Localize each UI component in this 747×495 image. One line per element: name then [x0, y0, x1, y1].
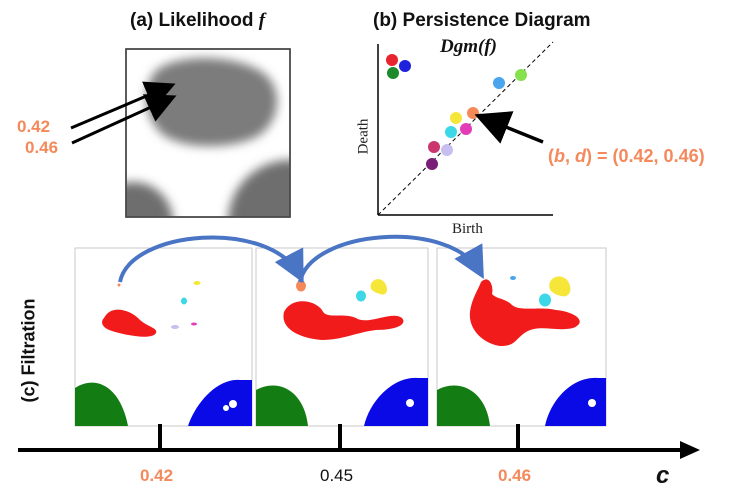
highlight-label-open: (	[548, 146, 554, 166]
highlight-label: (b, d) = (0.42, 0.46)	[548, 146, 705, 167]
pointer-arrow-lower	[71, 94, 177, 145]
persistence-point	[445, 126, 457, 138]
pointer-label-046: 0.46	[25, 138, 59, 157]
tick-label-046: 0.46	[498, 466, 532, 485]
transition-arrow-1	[118, 235, 304, 284]
persistence-point	[428, 141, 440, 153]
diagram-label: Dgm(f)	[440, 36, 497, 57]
persistence-point	[426, 158, 438, 170]
panel-a-title: (a) Likelihood f	[130, 10, 265, 32]
highlight-label-rest: ) = (0.42, 0.46)	[586, 146, 705, 166]
persistence-point	[399, 60, 411, 72]
panel-a-title-variable: f	[258, 10, 266, 31]
panel-a-title-prefix: (a) Likelihood	[130, 10, 259, 31]
filtration-axis-arrowhead	[680, 441, 700, 459]
likelihood-image	[125, 48, 291, 218]
persistence-point	[386, 54, 398, 66]
panel-b-title: (b) Persistence Diagram	[373, 10, 591, 31]
persistence-point	[515, 69, 527, 81]
likelihood-blob-top	[146, 58, 278, 147]
tick-label-045: 0.45	[320, 466, 354, 485]
filtration-frame-1	[74, 247, 253, 427]
filtration-frame-3	[436, 247, 607, 427]
persistence-point	[460, 123, 472, 135]
persistence-point	[441, 144, 453, 156]
likelihood-blob-bottom-left	[126, 182, 173, 217]
tick-label-042: 0.42	[140, 466, 174, 485]
persistence-point	[387, 67, 399, 79]
persistence-point	[467, 107, 479, 119]
filtration-axis-label: c	[656, 462, 670, 489]
persistence-plot	[377, 41, 554, 216]
persistence-point	[493, 77, 505, 89]
persistence-point	[450, 112, 462, 124]
transition-arrow-2	[298, 234, 484, 283]
highlight-label-d: d	[575, 146, 587, 166]
death-axis-label: Death	[355, 118, 372, 155]
highlight-arrow	[474, 111, 544, 144]
birth-axis-label: Birth	[452, 221, 483, 237]
likelihood-blob-bottom-right	[228, 160, 290, 217]
pointer-arrow-upper	[70, 81, 176, 130]
pointer-label-042: 0.42	[17, 117, 51, 136]
panel-c-title: (c) Filtration	[18, 298, 39, 403]
filtration-frame-2	[255, 247, 429, 427]
highlight-label-sep: ,	[565, 146, 576, 166]
highlight-label-b: b	[554, 146, 565, 166]
